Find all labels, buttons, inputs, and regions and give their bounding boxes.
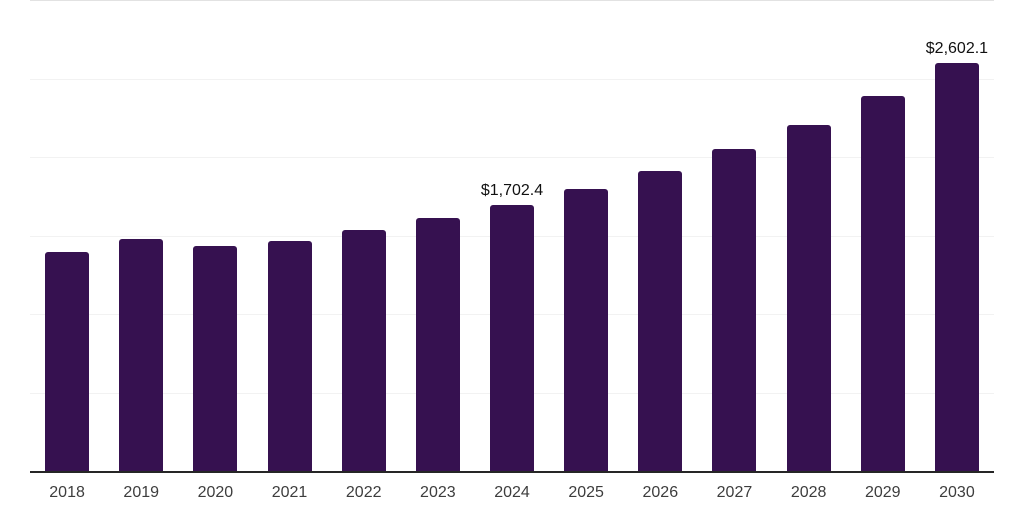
bar-2022	[341, 229, 386, 472]
bar-2020	[193, 245, 238, 472]
x-axis-line	[30, 471, 994, 473]
x-tick-label-2024: 2024	[494, 484, 530, 501]
gridline	[30, 157, 994, 158]
x-tick-label-2027: 2027	[716, 484, 753, 501]
bar-2028	[786, 125, 831, 472]
bar-2025	[564, 188, 609, 472]
x-tick-label-2025: 2025	[568, 484, 604, 501]
x-tick-label-2023: 2023	[420, 484, 456, 501]
bar-2018	[45, 251, 90, 472]
bar-2024	[490, 204, 534, 472]
x-tick-label-2019: 2019	[123, 484, 160, 501]
bar-2027	[712, 149, 757, 472]
x-tick-label-2018: 2018	[49, 484, 85, 501]
value-label-2030: $2,602.1	[925, 40, 989, 58]
bar-2029	[860, 96, 905, 472]
x-tick-label-2029: 2029	[864, 484, 901, 501]
x-tick-label-2026: 2026	[642, 484, 679, 501]
x-tick-label-2022: 2022	[345, 484, 382, 501]
gridline	[30, 0, 994, 1]
x-tick-label-2020: 2020	[197, 484, 234, 501]
x-tick-label-2028: 2028	[790, 484, 827, 501]
x-tick-label-2021: 2021	[271, 484, 308, 501]
value-label-2024: $1,702.4	[480, 181, 544, 199]
gridline	[30, 78, 994, 80]
bar-2030	[934, 63, 979, 472]
bar-2019	[119, 238, 164, 472]
bar-2023	[415, 217, 460, 472]
x-tick-label-2030: 2030	[939, 484, 975, 501]
bar-2021	[267, 240, 312, 472]
bar-2026	[638, 170, 683, 472]
